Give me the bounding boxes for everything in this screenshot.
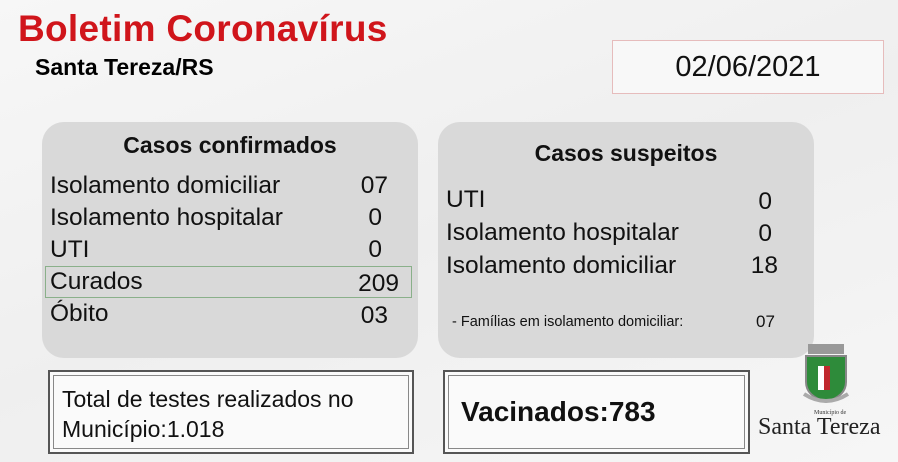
tests-line2: Município:1.018 xyxy=(62,416,225,442)
row-value: 03 xyxy=(360,302,388,329)
row-label: Isolamento hospitalar xyxy=(446,219,679,246)
tests-box: Total de testes realizados no Município:1… xyxy=(48,370,414,454)
row-value: 0 xyxy=(758,188,772,215)
row-label: Óbito xyxy=(50,300,109,327)
confirmed-heading: Casos confirmados xyxy=(123,132,337,158)
suspected-heading: Casos suspeitos xyxy=(534,140,718,166)
suspected-cases-panel: Casos suspeitos UTI 0 Isolamento hospita… xyxy=(438,122,814,358)
page-subtitle: Santa Tereza/RS xyxy=(35,54,214,80)
row-label: Curados xyxy=(50,268,143,295)
row-value: 18 xyxy=(750,252,778,279)
coat-of-arms-icon: Município de Santa Tereza xyxy=(758,344,881,440)
families-label: - Famílias em isolamento domiciliar: xyxy=(452,314,684,330)
vaccinated-box: Vacinados:783 xyxy=(443,370,750,454)
confirmed-cases-panel: Casos confirmados Isolamento domiciliar … xyxy=(42,122,418,358)
row-label: UTI xyxy=(50,236,90,263)
logo-small-text: Município de xyxy=(814,410,846,416)
row-value: 0 xyxy=(368,204,382,231)
row-value: 0 xyxy=(368,236,382,263)
page-title: Boletim Coronavírus xyxy=(18,8,388,49)
row-label: Isolamento domiciliar xyxy=(50,172,281,199)
row-value: 209 xyxy=(358,270,399,297)
vaccinated-text: Vacinados:783 xyxy=(461,396,656,427)
tests-text: Total de testes realizados no Município:1… xyxy=(62,384,354,444)
row-label: Isolamento domiciliar xyxy=(446,252,677,279)
row-value: 07 xyxy=(360,172,388,199)
logo-name-text: Santa Tereza xyxy=(758,414,881,440)
row-label: UTI xyxy=(446,186,486,213)
row-value: 0 xyxy=(758,220,772,247)
tests-line1: Total de testes realizados no xyxy=(62,386,354,412)
date-box: 02/06/2021 xyxy=(612,40,884,94)
curados-highlight xyxy=(45,266,412,298)
row-label: Isolamento hospitalar xyxy=(50,204,283,231)
municipality-logo: Município de Santa Tereza xyxy=(756,342,898,442)
families-value: 07 xyxy=(756,312,775,331)
